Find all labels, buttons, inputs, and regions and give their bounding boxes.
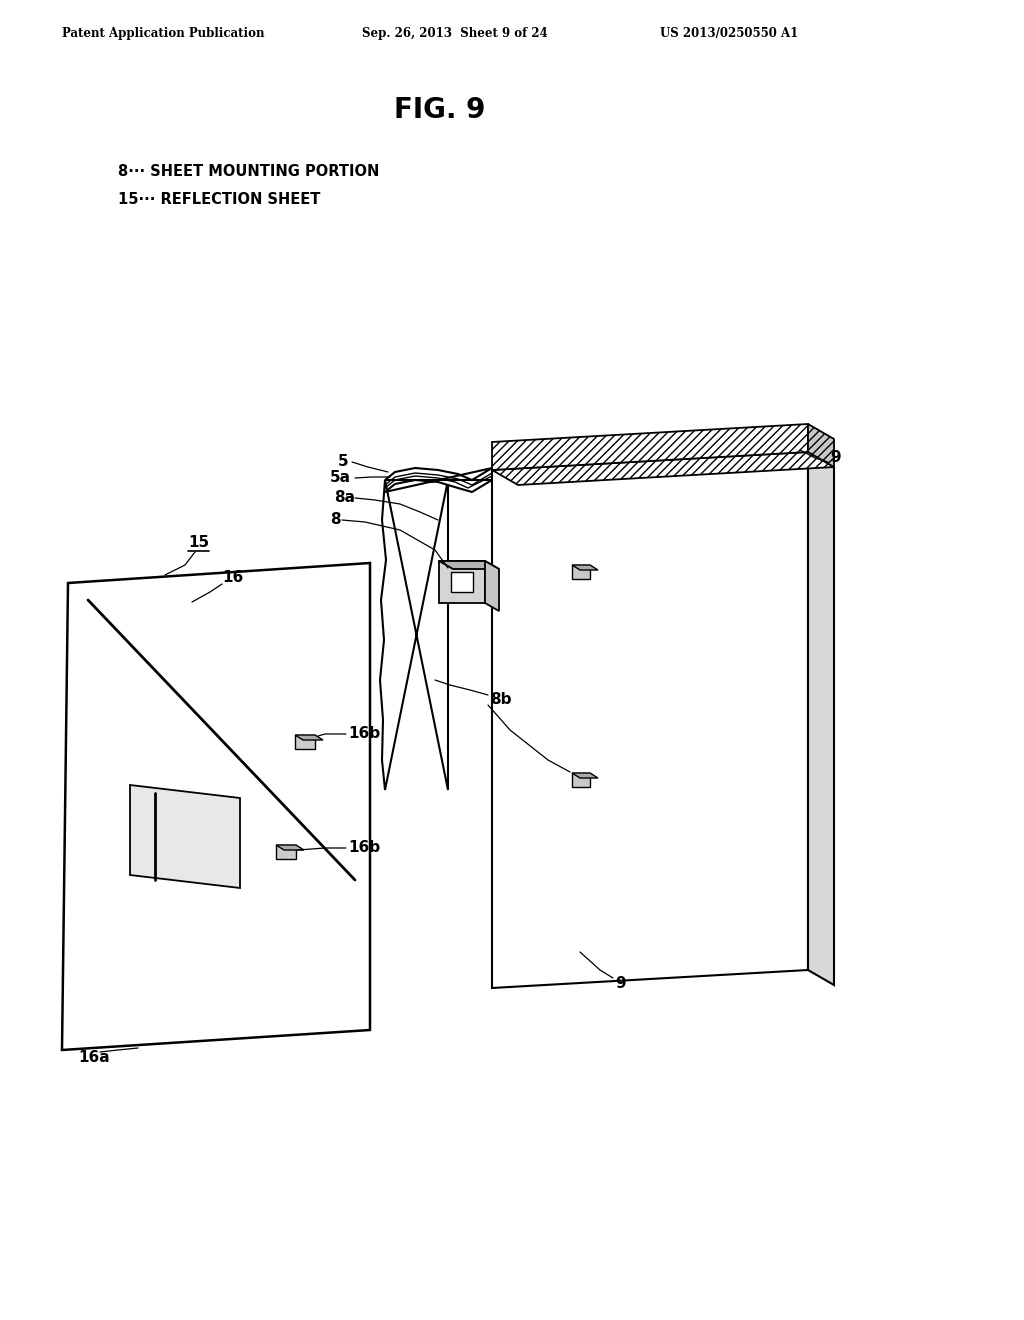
Text: 15··· REFLECTION SHEET: 15··· REFLECTION SHEET (118, 193, 321, 207)
Polygon shape (572, 565, 598, 570)
Polygon shape (439, 561, 485, 603)
Polygon shape (572, 774, 598, 777)
Polygon shape (492, 424, 808, 470)
Polygon shape (572, 565, 590, 579)
Text: US 2013/0250550 A1: US 2013/0250550 A1 (660, 26, 799, 40)
Text: Patent Application Publication: Patent Application Publication (62, 26, 264, 40)
Polygon shape (492, 451, 808, 987)
Text: 8: 8 (330, 512, 341, 528)
Polygon shape (295, 735, 323, 741)
Text: 9: 9 (830, 450, 841, 466)
Polygon shape (451, 572, 473, 591)
Polygon shape (492, 451, 834, 484)
Polygon shape (62, 564, 370, 1049)
Text: 8a: 8a (334, 491, 355, 506)
Polygon shape (380, 480, 449, 789)
Text: 8b: 8b (490, 693, 512, 708)
Polygon shape (295, 735, 315, 748)
Text: 8··· SHEET MOUNTING PORTION: 8··· SHEET MOUNTING PORTION (118, 165, 379, 180)
Polygon shape (276, 845, 304, 850)
Text: 15: 15 (188, 535, 209, 550)
Polygon shape (439, 561, 499, 569)
Polygon shape (385, 469, 492, 492)
Polygon shape (130, 785, 240, 888)
Text: 5: 5 (338, 454, 348, 470)
Polygon shape (485, 561, 499, 611)
Text: 16a: 16a (78, 1051, 110, 1065)
Text: 16b: 16b (348, 841, 380, 855)
Polygon shape (572, 774, 590, 787)
Text: 16b: 16b (348, 726, 380, 742)
Polygon shape (276, 845, 296, 859)
Text: FIG. 9: FIG. 9 (394, 96, 485, 124)
Text: 9: 9 (615, 977, 626, 991)
Polygon shape (808, 424, 834, 467)
Polygon shape (808, 451, 834, 985)
Text: Sep. 26, 2013  Sheet 9 of 24: Sep. 26, 2013 Sheet 9 of 24 (362, 26, 548, 40)
Text: 16: 16 (222, 570, 244, 586)
Text: 5a: 5a (330, 470, 351, 486)
